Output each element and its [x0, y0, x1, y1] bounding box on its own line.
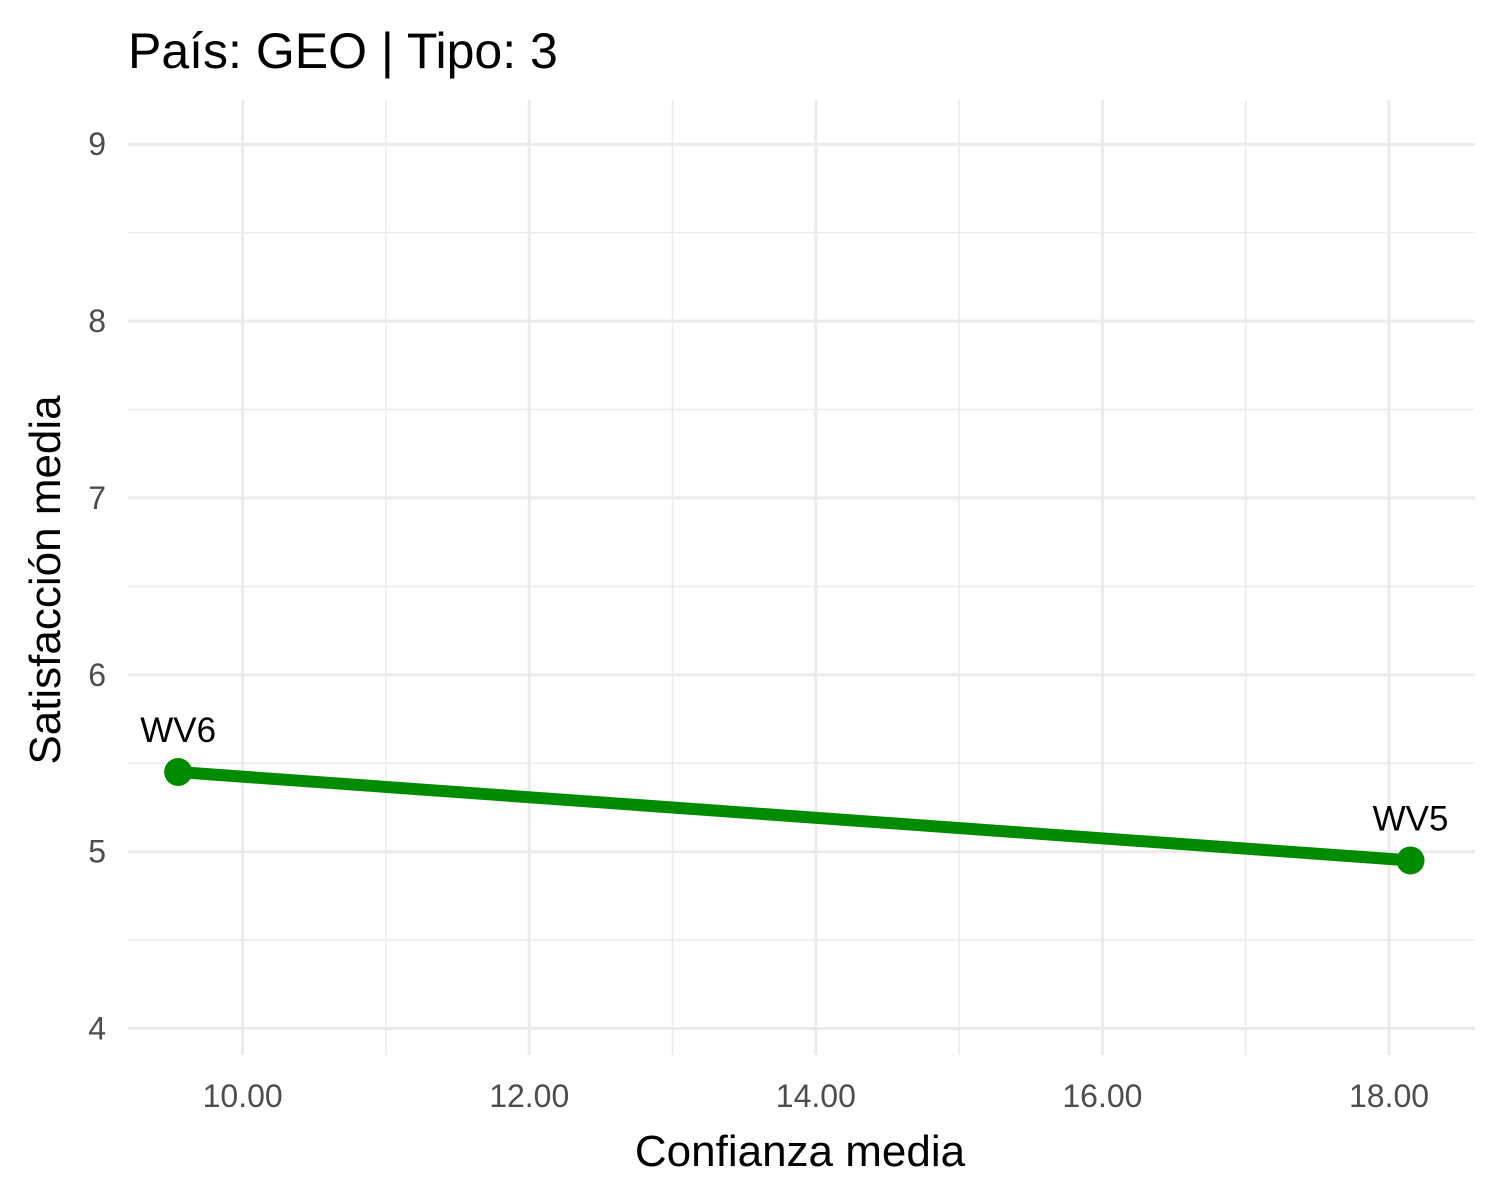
y-axis-title: Satisfacción media [21, 395, 70, 765]
chart-title: País: GEO | Tipo: 3 [128, 23, 558, 79]
y-tick-label: 5 [88, 834, 106, 870]
y-tick-label: 6 [88, 657, 106, 693]
x-tick-label: 16.00 [1062, 1078, 1142, 1114]
tick-labels: 10.00 12.00 14.00 16.00 18.00 4 5 6 7 8 9 [88, 126, 1429, 1114]
series-line [177, 766, 1411, 867]
x-tick-label: 12.00 [489, 1078, 569, 1114]
point-label: WV6 [140, 711, 216, 750]
y-tick-label: 4 [88, 1010, 106, 1046]
data-point [1396, 846, 1425, 875]
x-tick-label: 18.00 [1349, 1078, 1429, 1114]
y-tick-label: 7 [88, 480, 106, 516]
data-point [164, 758, 193, 787]
y-tick-label: 8 [88, 303, 106, 339]
x-axis-title: Confianza media [635, 1127, 966, 1176]
point-label: WV5 [1373, 799, 1449, 838]
x-tick-label: 10.00 [203, 1078, 283, 1114]
y-tick-label: 9 [88, 126, 106, 162]
grid [128, 100, 1475, 1055]
series: WV6 WV5 [140, 711, 1449, 875]
x-tick-label: 14.00 [776, 1078, 856, 1114]
